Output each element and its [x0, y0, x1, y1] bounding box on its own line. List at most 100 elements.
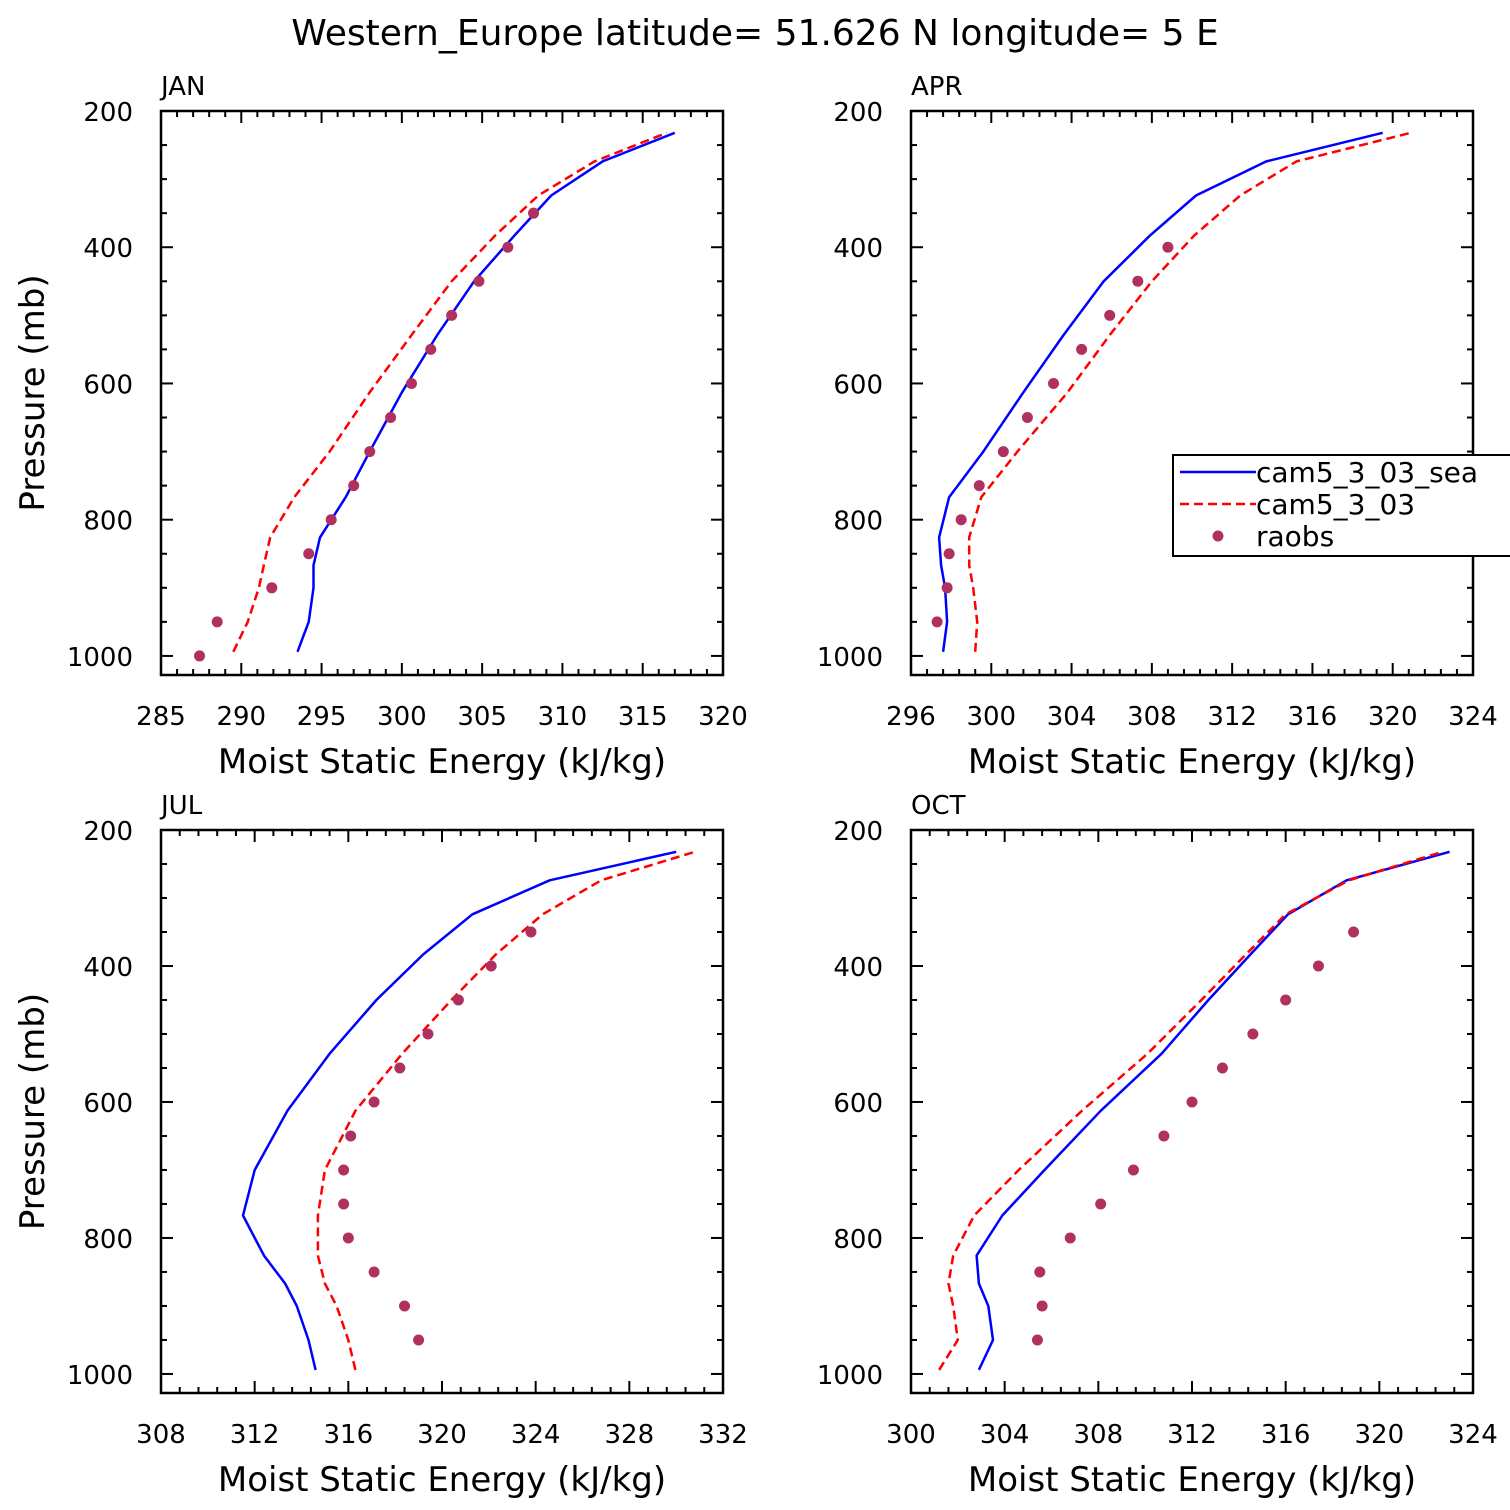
raobs-point — [325, 514, 337, 526]
y-tick-label: 1000 — [817, 1361, 883, 1391]
panels: JAN 285 290 295 300 305 310 315 320 200 400 600 800 1… — [13, 72, 1498, 1500]
raobs-point — [399, 1300, 411, 1312]
x-tick-label: 310 — [538, 702, 588, 732]
y-tick-label: 1000 — [67, 1361, 133, 1391]
y-tick-label: 800 — [83, 1225, 133, 1255]
x-tick-label: 304 — [980, 1420, 1030, 1450]
raobs-point — [931, 616, 943, 628]
raobs-point — [1280, 994, 1292, 1006]
raobs-point — [452, 994, 464, 1006]
x-tick-label: 300 — [886, 1420, 936, 1450]
panel-jul: JUL 308 312 316 320 324 328 332 200 400 600 800 1000… — [13, 791, 748, 1500]
x-tick-label: 312 — [230, 1420, 280, 1450]
legend-marker — [1212, 530, 1224, 542]
raobs-point — [338, 1164, 350, 1176]
x-tick-label: 332 — [698, 1420, 748, 1450]
raobs-point — [1162, 241, 1174, 253]
series-line-cam5_3_03_sea — [975, 850, 1450, 1371]
x-tick-label: 315 — [618, 702, 668, 732]
y-tick-label: 600 — [833, 370, 883, 400]
x-tick-label: 312 — [1167, 1420, 1217, 1450]
raobs-point — [485, 960, 497, 972]
raobs-point — [1348, 926, 1360, 938]
raobs-point — [211, 616, 223, 628]
series-line-cam5_3_03 — [316, 850, 696, 1371]
x-tick-label: 290 — [216, 702, 266, 732]
x-tick-label: 320 — [1355, 1420, 1405, 1450]
raobs-point — [425, 343, 437, 355]
x-tick-label: 308 — [1127, 702, 1177, 732]
raobs-point — [338, 1198, 350, 1210]
x-tick-label: 304 — [1047, 702, 1097, 732]
x-tick-label: 324 — [511, 1420, 561, 1450]
raobs-point — [997, 446, 1009, 458]
raobs-point — [973, 480, 985, 492]
x-tick-label: 295 — [297, 702, 347, 732]
series-line-cam5_3_03_sea — [241, 850, 677, 1371]
x-tick-label: 316 — [324, 1420, 374, 1450]
raobs-point — [1104, 309, 1116, 321]
y-tick-label: 600 — [83, 1089, 133, 1119]
x-tick-label: 300 — [377, 702, 427, 732]
raobs-point — [1064, 1232, 1076, 1244]
legend-label: cam5_3_03 — [1256, 488, 1415, 521]
x-tick-label: 320 — [417, 1420, 467, 1450]
plot-frame — [159, 828, 725, 1395]
raobs-point — [528, 207, 540, 219]
raobs-point — [943, 548, 955, 560]
panel-apr: APR 296 300 304 308 312 316 320 324 200 400 600 800 1… — [817, 72, 1498, 782]
x-tick-label: 324 — [1448, 1420, 1498, 1450]
panel-label: APR — [911, 72, 963, 102]
x-tick-label: 296 — [886, 702, 936, 732]
raobs-point — [394, 1062, 406, 1074]
series-group — [241, 850, 696, 1371]
series-line-cam5_3_03 — [232, 131, 668, 653]
raobs-point — [1048, 377, 1060, 389]
raobs-point — [266, 582, 278, 594]
x-tick-label: 300 — [966, 702, 1016, 732]
panel-jan: JAN 285 290 295 300 305 310 315 320 200 400 600 800 1… — [13, 72, 748, 782]
x-tick-label: 320 — [1368, 702, 1418, 732]
series-line-cam5_3_03 — [938, 850, 1443, 1371]
raobs-point — [1132, 275, 1144, 287]
x-tick-label: 320 — [698, 702, 748, 732]
x-tick-label: 328 — [605, 1420, 655, 1450]
y-tick-label: 600 — [83, 370, 133, 400]
x-tick-label: 308 — [1074, 1420, 1124, 1450]
raobs-point — [303, 548, 315, 560]
raobs-point — [1127, 1164, 1139, 1176]
raobs-point — [1021, 412, 1033, 424]
y-tick-label: 400 — [833, 953, 883, 983]
raobs-point — [368, 1266, 380, 1278]
raobs-point — [941, 582, 953, 594]
y-tick-label: 200 — [833, 98, 883, 128]
x-tick-label: 316 — [1261, 1420, 1311, 1450]
raobs-point — [342, 1232, 354, 1244]
raobs-point — [1034, 1266, 1046, 1278]
figure-title: Western_Europe latitude= 51.626 N longit… — [291, 13, 1219, 54]
series-group — [931, 131, 1412, 652]
plot-frame — [159, 109, 725, 677]
y-tick-label: 200 — [83, 98, 133, 128]
y-tick-label: 400 — [83, 234, 133, 264]
series-line-cam5_3_03_sea — [296, 131, 676, 653]
raobs-point — [1031, 1334, 1043, 1346]
y-tick-label: 1000 — [67, 643, 133, 673]
y-axis-title: Pressure (mb) — [13, 993, 53, 1230]
raobs-point — [1036, 1300, 1048, 1312]
raobs-point — [473, 275, 485, 287]
y-tick-label: 400 — [83, 953, 133, 983]
y-tick-label: 800 — [833, 507, 883, 537]
legend-label: raobs — [1256, 520, 1334, 553]
x-tick-label: 305 — [457, 702, 507, 732]
x-tick-label: 316 — [1288, 702, 1338, 732]
y-tick-label: 600 — [833, 1089, 883, 1119]
x-tick-label: 308 — [136, 1420, 186, 1450]
legend-label: cam5_3_03_sea — [1256, 456, 1478, 489]
panel-label: JAN — [159, 72, 205, 102]
raobs-point — [1186, 1096, 1198, 1108]
y-tick-label: 1000 — [817, 643, 883, 673]
raobs-point — [413, 1334, 425, 1346]
